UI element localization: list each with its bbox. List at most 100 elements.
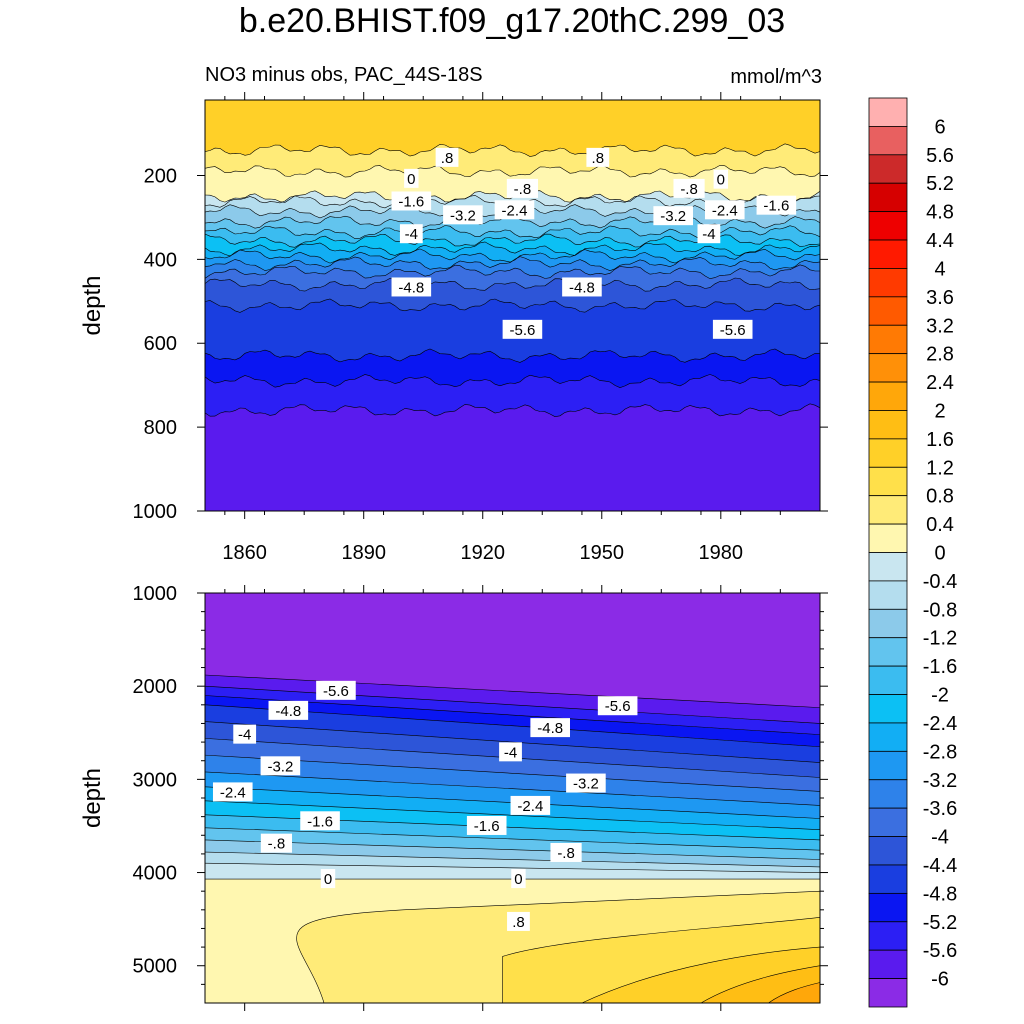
colorbar-label: -1.2 bbox=[923, 628, 957, 650]
contour-label-box bbox=[233, 724, 257, 744]
contour-label-text: -2.4 bbox=[517, 798, 543, 815]
colorbar-swatch bbox=[868, 836, 908, 866]
contour-label: .8 bbox=[586, 147, 610, 167]
contour-line bbox=[204, 403, 821, 418]
contour-line bbox=[204, 827, 821, 851]
y-tick-label: 200 bbox=[144, 165, 177, 187]
colorbar-swatch bbox=[868, 495, 908, 525]
colorbar-swatch bbox=[868, 211, 908, 241]
contour-line bbox=[204, 839, 821, 860]
y-tick-label: 1000 bbox=[133, 583, 178, 605]
contour-label-text: 0 bbox=[324, 871, 332, 888]
contour-label-box bbox=[507, 911, 530, 931]
contour-label-text: 0 bbox=[514, 871, 522, 888]
contour-label: 0 bbox=[320, 869, 336, 889]
contour-band bbox=[205, 675, 820, 724]
colorbar-label: -3.6 bbox=[923, 798, 957, 820]
colorbar-label: 1.6 bbox=[926, 429, 954, 451]
contour-line bbox=[204, 264, 820, 280]
colorbar: 6 5.6 5.2 4.8 4.4 4 3.6 3.2 2.8 2.4 2 1.6 1.2 0.8 0.4 0… bbox=[868, 97, 957, 1008]
contour-label: -4.8 bbox=[268, 700, 309, 720]
contour-label-text: -3.2 bbox=[450, 207, 476, 224]
contour-label: -1.6 bbox=[756, 195, 797, 215]
contour-label: -4 bbox=[499, 742, 522, 762]
colorbar-label: 0.4 bbox=[926, 514, 954, 536]
contour-label-text: .8 bbox=[592, 150, 605, 167]
contour-label: -4.8 bbox=[530, 718, 570, 738]
contour-label-box bbox=[404, 168, 419, 188]
y-tick-label: 5000 bbox=[133, 956, 178, 978]
contour-label-text: -4 bbox=[405, 226, 418, 243]
contour-label-text: -5.6 bbox=[323, 683, 349, 700]
contour-label: -.8 bbox=[673, 178, 705, 198]
colorbar-swatch bbox=[868, 523, 908, 553]
contour-band bbox=[205, 755, 820, 806]
contour-label: -.8 bbox=[506, 178, 539, 198]
contour-label: -2.4 bbox=[704, 200, 745, 220]
lower-panel: -5.6 -5.6 -4.8 -4.8 -4 -4 -3.2 -3.2 -2.4 -2.4 -1.6… bbox=[79, 583, 828, 1011]
contour-label-text: -4.8 bbox=[537, 720, 563, 737]
colorbar-label: 4.4 bbox=[926, 230, 954, 252]
contour-band bbox=[205, 800, 820, 840]
y-tick-label: 800 bbox=[144, 417, 177, 439]
contour-label: .8 bbox=[435, 147, 459, 167]
colorbar-swatch bbox=[868, 466, 908, 497]
colorbar-label: 6 bbox=[934, 116, 945, 138]
colorbar-label: -1.6 bbox=[923, 656, 957, 678]
contour-label: 0 bbox=[404, 168, 419, 188]
colorbar-swatch bbox=[868, 978, 908, 1008]
colorbar-label: -4 bbox=[931, 827, 949, 849]
colorbar-swatch bbox=[868, 552, 908, 582]
colorbar-label: 2 bbox=[934, 400, 945, 422]
colorbar-label: 4.8 bbox=[926, 202, 954, 224]
contour-label: -4 bbox=[233, 724, 257, 744]
contour-label-text: .8 bbox=[441, 150, 454, 167]
colorbar-label: -2 bbox=[931, 685, 949, 707]
contour-label: -2.4 bbox=[494, 200, 535, 220]
colorbar-swatch bbox=[868, 154, 908, 184]
colorbar-label: -0.8 bbox=[923, 599, 957, 621]
contour-label: -.8 bbox=[550, 842, 582, 862]
contour-line bbox=[204, 754, 821, 792]
colorbar-swatch bbox=[868, 921, 908, 951]
colorbar-swatch bbox=[868, 949, 908, 979]
contour-label-text: -3.2 bbox=[573, 776, 599, 793]
contour-label-box bbox=[566, 773, 606, 793]
contour-label-box bbox=[300, 811, 340, 831]
contour-label-text: -4 bbox=[504, 744, 517, 761]
contour-label: -5.6 bbox=[597, 696, 638, 716]
x-tick-label: 1920 bbox=[460, 542, 505, 564]
colorbar-swatch bbox=[868, 694, 908, 724]
contour-band bbox=[205, 686, 820, 735]
contour-label: -5.6 bbox=[502, 319, 543, 339]
contour-line bbox=[204, 771, 821, 806]
x-tick-label: 1890 bbox=[341, 542, 386, 564]
contour-label-text: -4 bbox=[702, 226, 715, 243]
contour-label: -3.2 bbox=[260, 756, 301, 776]
contour-label: 0 bbox=[511, 869, 526, 889]
contour-band bbox=[205, 771, 820, 819]
contour-label-box bbox=[316, 680, 356, 700]
contour-label-box bbox=[260, 833, 293, 853]
panel-subtitle: NO3 minus obs, PAC_44S-18S bbox=[205, 64, 483, 86]
contour-label: -5.6 bbox=[316, 680, 356, 700]
colorbar-swatch bbox=[868, 268, 908, 298]
contour-label: -3.2 bbox=[653, 206, 693, 226]
colorbar-label: 5.2 bbox=[926, 173, 954, 195]
contour-label-text: -1.6 bbox=[474, 818, 500, 835]
contour-label-text: -.8 bbox=[557, 845, 575, 862]
y-tick-label: 600 bbox=[144, 333, 177, 355]
colorbar-swatch bbox=[868, 722, 908, 752]
contour-label-text: -2.4 bbox=[712, 202, 738, 219]
contour-label: -1.6 bbox=[300, 811, 340, 831]
contour-label: -2.4 bbox=[212, 782, 253, 802]
contour-line bbox=[204, 851, 821, 868]
contour-line bbox=[204, 277, 821, 292]
contour-label-box bbox=[756, 195, 797, 215]
colorbar-label: 2.8 bbox=[926, 344, 954, 366]
colorbar-label: -4.8 bbox=[923, 883, 957, 905]
colorbar-label: -3.2 bbox=[923, 770, 957, 792]
colorbar-label: 1.2 bbox=[926, 457, 954, 479]
units-label: mmol/m^3 bbox=[730, 66, 822, 88]
contour-label-box bbox=[494, 200, 535, 220]
